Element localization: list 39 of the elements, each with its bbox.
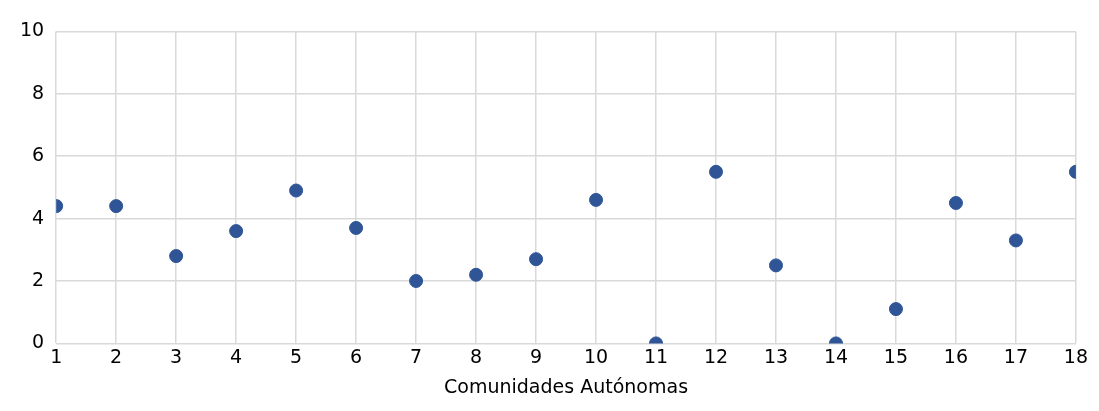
point bbox=[169, 249, 184, 264]
point bbox=[469, 267, 484, 282]
x-tick-label: 16 bbox=[943, 344, 969, 367]
x-tick-label: 1 bbox=[50, 344, 63, 367]
x-tick-label: 14 bbox=[823, 344, 849, 367]
y-tick-label: 10 bbox=[19, 18, 45, 41]
point bbox=[768, 258, 783, 273]
point bbox=[529, 252, 544, 267]
point bbox=[289, 183, 304, 198]
x-tick-label: 17 bbox=[1003, 344, 1029, 367]
x-axis-title: Comunidades Autónomas bbox=[444, 374, 689, 397]
x-tick-label: 13 bbox=[763, 344, 789, 367]
y-tick-label: 0 bbox=[32, 330, 45, 353]
y-tick-label: 4 bbox=[32, 205, 45, 228]
y-tick-label: 8 bbox=[32, 80, 45, 103]
point bbox=[589, 192, 604, 207]
x-tick-label: 7 bbox=[410, 344, 423, 367]
point bbox=[109, 199, 124, 214]
x-tick-label: 4 bbox=[230, 344, 243, 367]
x-tick-label: 9 bbox=[530, 344, 543, 367]
x-tick-label: 5 bbox=[290, 344, 303, 367]
point bbox=[709, 164, 724, 179]
y-tick-label: 6 bbox=[32, 143, 45, 166]
x-tick-label: 12 bbox=[703, 344, 729, 367]
point bbox=[349, 220, 364, 235]
x-tick-label: 2 bbox=[110, 344, 123, 367]
point bbox=[948, 196, 963, 210]
point bbox=[229, 224, 244, 239]
point bbox=[1008, 233, 1023, 248]
x-tick-label: 10 bbox=[583, 344, 609, 367]
point bbox=[888, 302, 903, 317]
y-tick-label: 2 bbox=[32, 267, 45, 290]
x-tick-label: 6 bbox=[350, 344, 363, 367]
x-tick-label: 15 bbox=[883, 344, 909, 367]
x-tick-label: 3 bbox=[170, 344, 183, 367]
point bbox=[409, 274, 424, 288]
x-tick-label: 18 bbox=[1063, 344, 1089, 367]
x-tick-label: 11 bbox=[643, 344, 669, 367]
x-tick-label: 8 bbox=[470, 344, 483, 367]
